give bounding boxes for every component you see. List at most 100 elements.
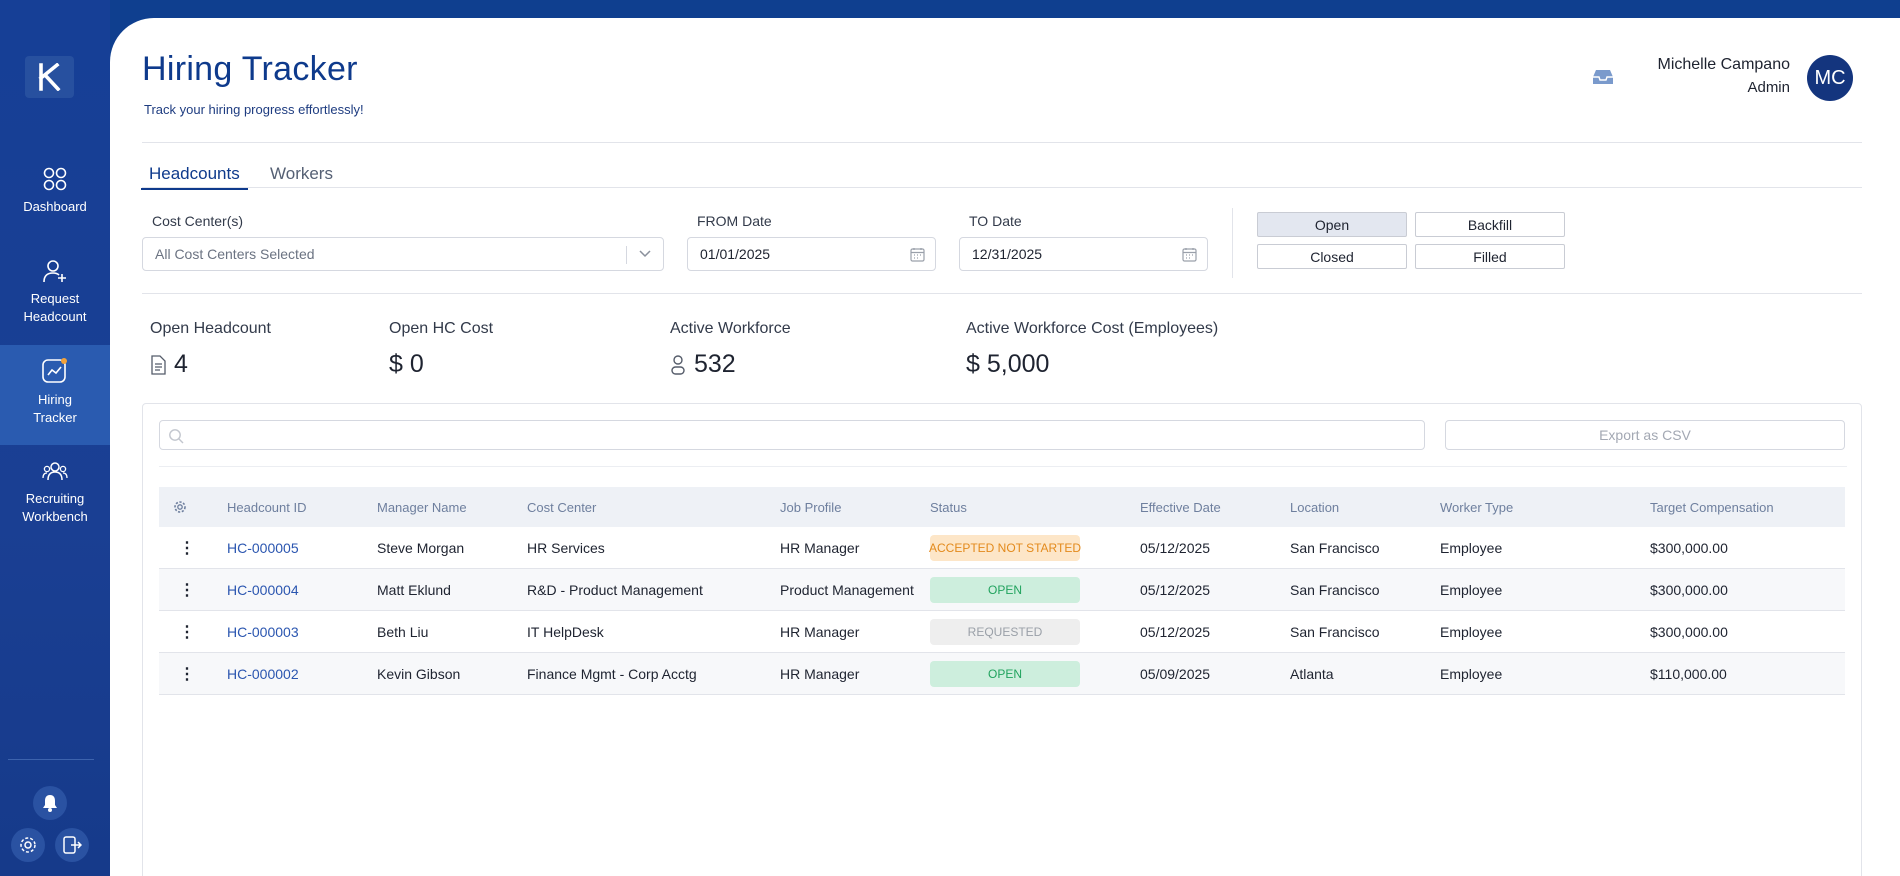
target-compensation: $300,000.00 [1650, 581, 1728, 598]
status-badge: OPEN [930, 660, 1080, 687]
kpi-open-headcount: 4 [150, 350, 188, 379]
avatar[interactable]: MC [1807, 55, 1853, 101]
export-csv-button[interactable]: Export as CSV [1445, 420, 1845, 450]
sidebar-divider [8, 759, 94, 760]
column-settings-button[interactable] [173, 487, 187, 527]
grid-icon [43, 167, 67, 191]
status-cell: REQUESTED [930, 611, 1080, 652]
column-header[interactable]: Manager Name [377, 499, 467, 515]
column-header[interactable]: Worker Type [1440, 499, 1514, 515]
sidebar-item-request-headcount[interactable]: Request Headcount [0, 258, 110, 326]
cost-center: HR Services [527, 539, 605, 556]
sidebar-item-label: Hiring Tracker [33, 392, 77, 425]
divider [142, 293, 1862, 294]
kpi-value: 532 [694, 350, 736, 378]
column-header[interactable]: Cost Center [527, 499, 597, 515]
headcount-id-link[interactable]: HC-000004 [227, 581, 299, 598]
status-badge: OPEN [930, 576, 1080, 603]
settings-button[interactable] [11, 828, 45, 862]
column-header[interactable]: Location [1290, 499, 1340, 515]
status-cell: ACCEPTED NOT STARTED [929, 527, 1081, 568]
search-input[interactable] [159, 420, 1425, 450]
kpi-value: 4 [174, 350, 188, 378]
cost-center-select[interactable]: All Cost Centers Selected [142, 237, 664, 271]
inbox-icon[interactable] [1592, 68, 1614, 86]
sidebar-item-label: Dashboard [23, 199, 87, 214]
location: Atlanta [1290, 665, 1334, 682]
from-date-value: 01/01/2025 [700, 246, 771, 262]
headcount-id-link[interactable]: HC-000003 [227, 623, 299, 640]
worker-type: Employee [1440, 539, 1503, 556]
table-row[interactable]: ⋮ HC-000002 Kevin Gibson Finance Mgmt - … [159, 653, 1845, 695]
calendar-icon[interactable] [1182, 247, 1197, 262]
to-date-input[interactable]: 12/31/2025 [959, 237, 1208, 271]
calendar-icon[interactable] [910, 247, 925, 262]
app-logo[interactable] [25, 56, 74, 98]
to-date-label: TO Date [969, 213, 1022, 229]
kpi-active-workforce-label: Active Workforce [670, 320, 791, 337]
from-date-input[interactable]: 01/01/2025 [687, 237, 936, 271]
headcount-id-link[interactable]: HC-000005 [227, 539, 299, 556]
add-user-icon [43, 260, 66, 283]
tab-headcounts[interactable]: Headcounts [141, 164, 248, 190]
manager-name: Beth Liu [377, 623, 429, 640]
manager-name: Kevin Gibson [377, 665, 461, 682]
sidebar-item-dashboard[interactable]: Dashboard [0, 166, 110, 216]
table-row[interactable]: ⋮ HC-000004 Matt Eklund R&D - Product Ma… [159, 569, 1845, 611]
column-header[interactable]: Status [930, 499, 967, 515]
kpi-open-headcount-label: Open Headcount [150, 320, 271, 337]
tabs-divider [142, 187, 1862, 188]
toggle-backfill[interactable]: Backfill [1415, 212, 1565, 237]
row-actions-icon[interactable]: ⋮ [179, 623, 195, 641]
table-header: Headcount ID Manager Name Cost Center Jo… [159, 487, 1845, 527]
divider [142, 142, 1862, 143]
table-row[interactable]: ⋮ HC-000005 Steve Morgan HR Services HR … [159, 527, 1845, 569]
row-actions-icon[interactable]: ⋮ [179, 581, 195, 599]
target-compensation: $300,000.00 [1650, 539, 1728, 556]
kpi-active-workforce: 532 [670, 350, 736, 379]
column-header[interactable]: Effective Date [1140, 499, 1221, 515]
column-header[interactable]: Headcount ID [227, 499, 307, 515]
sidebar-item-label: Recruiting Workbench [22, 491, 88, 524]
cost-center-value: All Cost Centers Selected [155, 246, 315, 262]
to-date-value: 12/31/2025 [972, 246, 1043, 262]
status-cell: OPEN [930, 569, 1080, 610]
toggle-closed[interactable]: Closed [1257, 244, 1407, 269]
manager-name: Matt Eklund [377, 581, 451, 598]
job-profile: HR Manager [780, 665, 860, 682]
sidebar-item-recruiting-workbench[interactable]: Recruiting Workbench [0, 460, 110, 526]
toggle-filled[interactable]: Filled [1415, 244, 1565, 269]
column-header[interactable]: Target Compensation [1650, 499, 1774, 515]
job-profile: Product Management [780, 581, 914, 598]
notifications-button[interactable] [33, 786, 67, 820]
filters-separator [1232, 208, 1233, 278]
gear-icon [174, 501, 186, 513]
cost-center-label: Cost Center(s) [152, 213, 244, 229]
effective-date: 05/12/2025 [1140, 581, 1211, 598]
job-profile: HR Manager [780, 623, 860, 640]
target-compensation: $110,000.00 [1650, 665, 1727, 682]
column-header[interactable]: Job Profile [780, 499, 842, 515]
toggle-open[interactable]: Open [1257, 212, 1407, 237]
person-icon [671, 354, 685, 375]
user-role: Admin [1747, 79, 1790, 96]
cost-center: R&D - Product Management [527, 581, 703, 598]
kpi-value: $ 5,000 [966, 350, 1050, 378]
tab-workers[interactable]: Workers [270, 164, 333, 183]
headcount-id-link[interactable]: HC-000002 [227, 665, 299, 682]
from-date-label: FROM Date [697, 213, 772, 229]
sidebar: Dashboard Request Headcount Hiring Track… [0, 0, 110, 876]
worker-type: Employee [1440, 665, 1503, 682]
kpi-open-hc-cost: $ 0 [389, 350, 424, 379]
row-actions-icon[interactable]: ⋮ [179, 665, 195, 683]
row-actions-icon[interactable]: ⋮ [179, 539, 195, 557]
effective-date: 05/12/2025 [1140, 539, 1211, 556]
table-row[interactable]: ⋮ HC-000003 Beth Liu IT HelpDesk HR Mana… [159, 611, 1845, 653]
logout-button[interactable] [55, 828, 89, 862]
kpi-active-workforce-cost: $ 5,000 [966, 350, 1049, 379]
target-compensation: $300,000.00 [1650, 623, 1728, 640]
main-panel: Hiring Tracker Track your hiring progres… [110, 18, 1900, 876]
headcount-table-card: Export as CSV Headcount ID Manager Name … [142, 403, 1862, 876]
bell-icon [43, 795, 57, 812]
sidebar-item-hiring-tracker[interactable]: Hiring Tracker [0, 345, 110, 445]
